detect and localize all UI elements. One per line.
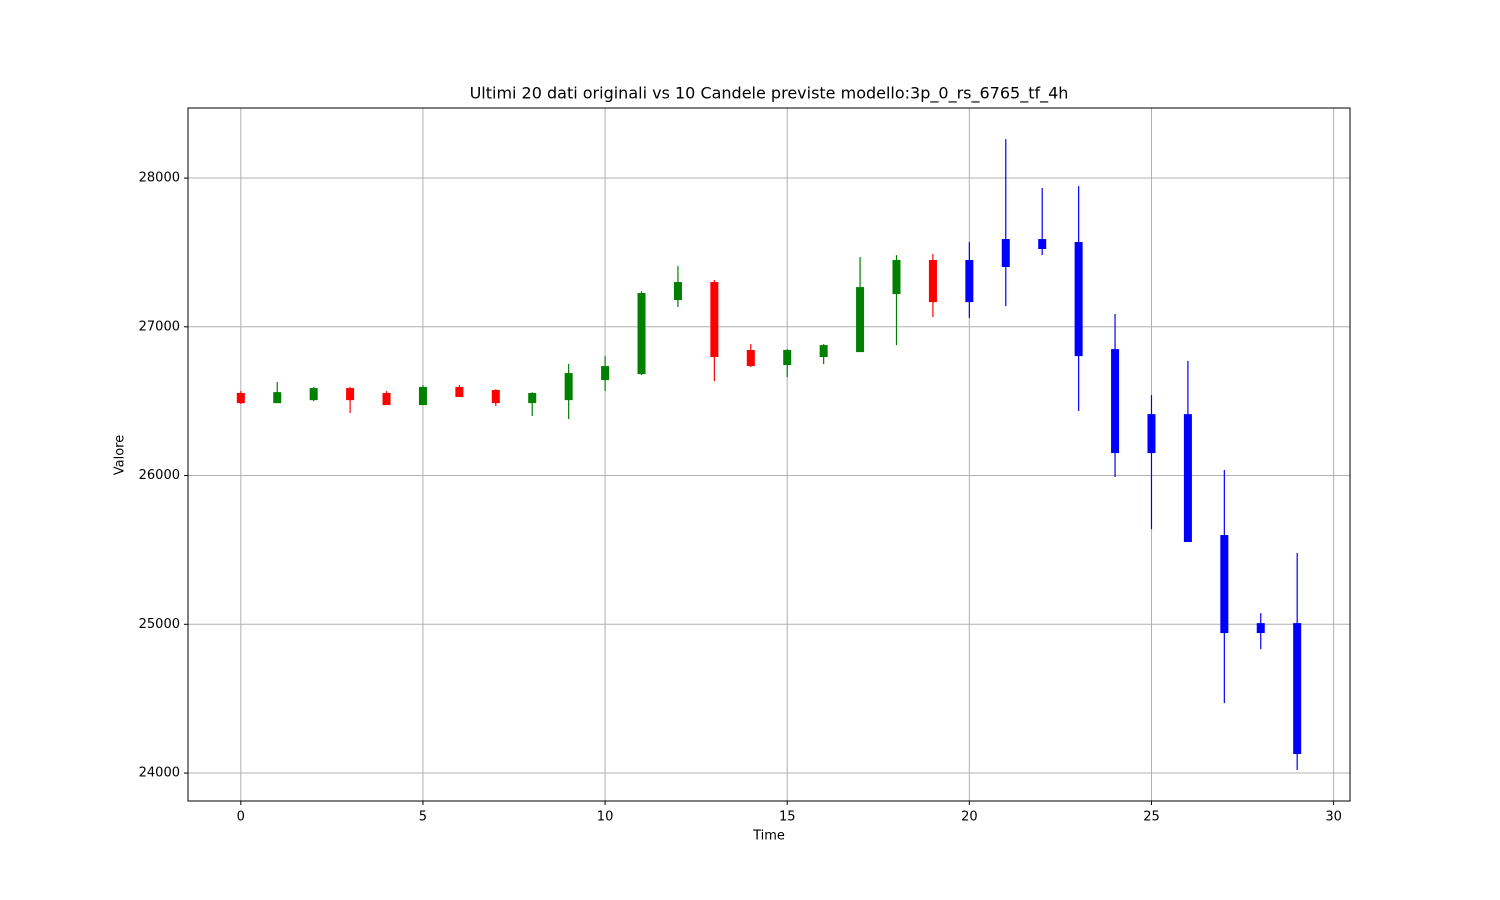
x-tick-label: 10 — [597, 810, 614, 825]
candle-body — [1074, 242, 1083, 357]
x-tick-label: 25 — [1143, 810, 1160, 825]
candle-body — [928, 260, 937, 303]
candle-body — [455, 387, 464, 398]
x-tick-label: 30 — [1325, 810, 1342, 825]
candle-body — [746, 350, 755, 367]
candle-body — [1220, 535, 1229, 634]
y-tick-label: 24000 — [139, 766, 180, 781]
candle-body — [892, 260, 901, 295]
candle-body — [965, 260, 974, 303]
y-axis-label: Valore — [113, 435, 128, 475]
x-tick-label: 20 — [961, 810, 978, 825]
y-tick-label: 26000 — [139, 468, 180, 483]
x-tick-label: 0 — [237, 810, 245, 825]
y-tick-label: 27000 — [139, 319, 180, 334]
candle-body — [382, 392, 391, 406]
candle-body — [1293, 623, 1302, 754]
candle-body — [1111, 349, 1120, 454]
x-axis-label: Time — [752, 829, 785, 844]
candle-body — [1183, 414, 1192, 543]
candle-body — [273, 392, 282, 404]
candle-body — [673, 282, 682, 301]
candle-body — [236, 392, 245, 404]
candle-body — [528, 392, 537, 404]
y-tick-label: 25000 — [139, 617, 180, 632]
candle-body — [309, 388, 318, 401]
candle-body — [564, 373, 573, 401]
candle-body — [637, 293, 646, 375]
candle-body — [418, 387, 427, 406]
candle-body — [1001, 239, 1010, 268]
plot-frame — [187, 107, 1351, 802]
chart-title: Ultimi 20 dati originali vs 10 Candele p… — [470, 84, 1069, 104]
x-tick-label: 5 — [419, 810, 427, 825]
candle-body — [491, 390, 500, 404]
candle-body — [1038, 239, 1047, 250]
y-tick-label: 28000 — [139, 171, 180, 186]
candle-body — [856, 287, 865, 353]
candle-body — [601, 366, 610, 381]
candle-body — [346, 388, 355, 401]
candle-body — [783, 350, 792, 366]
candle-body — [1256, 623, 1265, 634]
candle-body — [710, 282, 719, 357]
x-tick-label: 15 — [779, 810, 796, 825]
candle-body — [819, 345, 828, 357]
candle-body — [1147, 414, 1156, 454]
